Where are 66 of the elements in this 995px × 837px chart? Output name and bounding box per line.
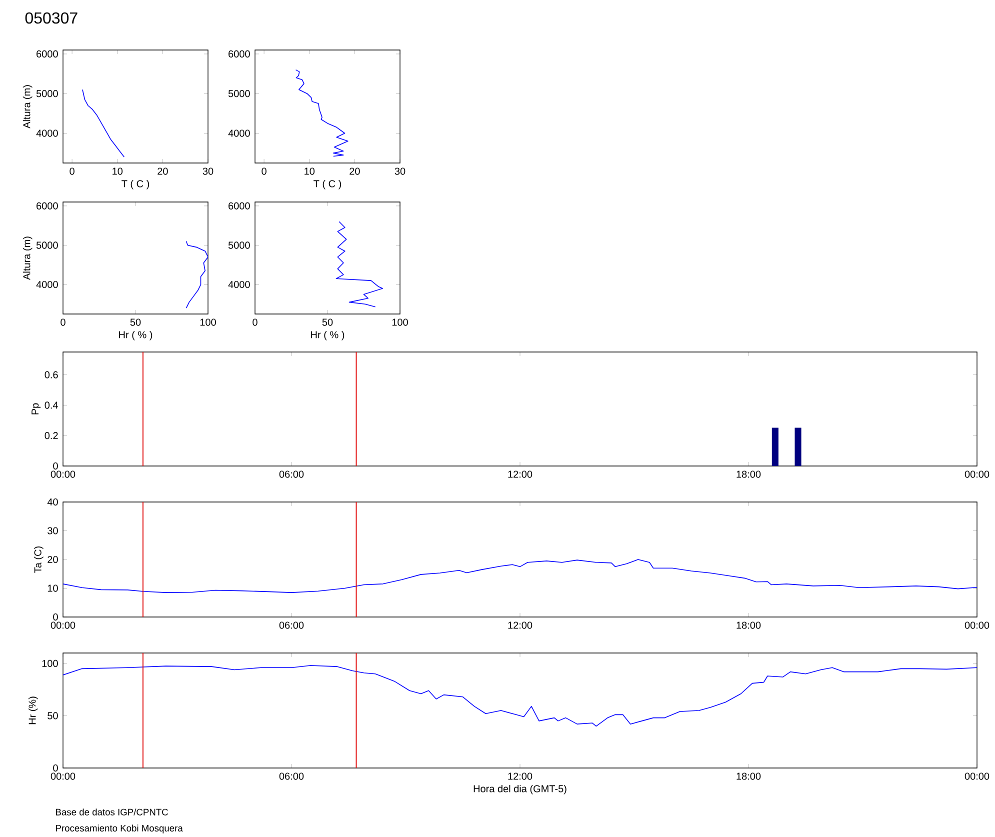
y-tick-label: 4000 [36,280,58,288]
x-tick-label: 12:00 [508,772,532,780]
x-tick-label: 20 [158,168,168,175]
x-tick-label: 18:00 [736,622,761,629]
x-tick-label: 0 [60,318,66,326]
x-tick-label: 12:00 [508,470,532,478]
y-tick-label: 20 [48,556,58,564]
y-axis-title: Hr (%) [28,696,38,724]
y-tick-label: 6000 [36,50,58,58]
chart-title: 050307 [25,12,78,24]
x-axis-title: T ( C ) [314,180,342,190]
y-axis-title: Altura (m) [22,236,32,280]
x-tick-label: 20 [350,168,360,175]
x-tick-label: 100 [392,318,408,326]
x-tick-label: 0 [262,168,266,175]
x-tick-label: 18:00 [736,470,761,478]
y-tick-label: 5000 [228,90,250,98]
x-tick-label: 06:00 [279,622,304,629]
y-axis-title: Altura (m) [22,85,32,128]
y-tick-label: 5000 [228,242,250,249]
x-tick-label: 00:00 [50,772,76,780]
y-tick-label: 4000 [228,280,250,288]
y-tick-label: 50 [48,712,58,720]
x-tick-label: 00:00 [50,622,76,629]
x-axis-title: Hora del dia (GMT-5) [474,784,566,794]
y-tick-label: 100 [42,660,58,667]
y-tick-label: 6000 [228,50,250,58]
y-tick-label: 0 [53,613,58,621]
x-tick-label: 18:00 [736,772,761,780]
x-axis-title: Hr ( % ) [119,330,152,340]
x-tick-label: 100 [200,318,216,326]
x-axis-title: Hr ( % ) [311,330,344,340]
x-tick-label: 00:00 [50,470,76,478]
x-tick-label: 30 [394,168,406,175]
x-tick-label: 12:00 [508,622,532,629]
y-axis-title: Pp [32,403,41,414]
y-tick-label: 0 [53,462,58,470]
text: Base de datos IGP/CPNTC [56,808,168,816]
y-tick-label: 10 [48,584,58,592]
x-tick-label: 0 [252,318,258,326]
x-tick-label: 50 [130,318,141,326]
y-tick-label: 6000 [228,202,250,210]
x-tick-label: 00:00 [964,772,990,780]
x-axis-title: T ( C ) [122,180,150,190]
x-tick-label: 10 [304,168,315,175]
x-tick-label: 30 [202,168,214,175]
y-tick-label: 4000 [36,130,58,137]
x-tick-label: 50 [322,318,333,326]
y-tick-label: 5000 [36,90,58,98]
text: Procesamiento Kobi Mosquera [56,824,183,834]
x-tick-label: 0 [70,168,74,175]
x-tick-label: 00:00 [964,470,990,478]
y-tick-label: 5000 [36,242,58,249]
y-tick-label: 6000 [36,202,58,210]
y-tick-label: 0.2 [44,432,58,440]
y-tick-label: 4000 [228,130,250,137]
y-tick-label: 0.4 [44,402,58,409]
y-axis-title: Ta (C) [34,546,44,573]
y-tick-label: 0 [53,764,58,772]
x-tick-label: 06:00 [279,470,304,478]
y-tick-label: 30 [48,527,58,534]
y-tick-label: 40 [47,498,58,506]
x-tick-label: 06:00 [279,772,304,780]
y-tick-label: 0.6 [44,371,58,378]
x-tick-label: 10 [112,168,123,175]
x-tick-label: 00:00 [964,622,990,629]
